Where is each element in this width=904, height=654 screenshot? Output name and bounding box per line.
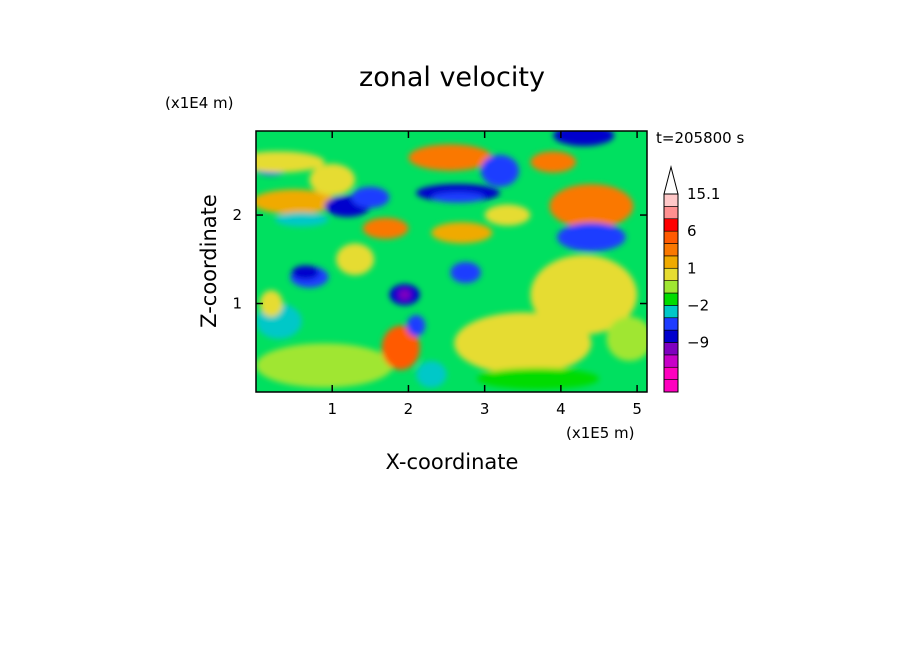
x-tick-label: 4 <box>556 400 566 418</box>
contour-feature-2 <box>256 189 337 215</box>
colorbar-level-7 <box>663 292 679 306</box>
y-axis-unit: (x1E4 m) <box>165 94 234 112</box>
x-tick-label: 2 <box>404 400 414 418</box>
colorbar: 15.1 6 1 −2 −9 <box>663 165 720 393</box>
colorbar-level-13 <box>663 218 679 232</box>
colorbar-level-1 <box>663 366 679 380</box>
colorbar-level-12 <box>663 230 679 244</box>
colorbar-extend-arrow <box>663 165 679 195</box>
x-tick-label: 3 <box>480 400 490 418</box>
colorbar-level-2 <box>663 354 679 368</box>
contour-feature-32 <box>477 368 599 390</box>
x-axis-unit: (x1E5 m) <box>566 424 635 442</box>
x-tick-label: 5 <box>632 400 642 418</box>
contour-feature-33 <box>336 243 375 276</box>
colorbar-level-10 <box>663 255 679 269</box>
colorbar-label: 15.1 <box>687 185 720 203</box>
contour-feature-19 <box>431 192 485 203</box>
contour-feature-7 <box>256 343 394 388</box>
colorbar-label: 1 <box>687 259 697 277</box>
colorbar-frame <box>663 193 679 393</box>
contour-feature-3 <box>275 212 329 227</box>
contour-feature-20 <box>431 222 493 244</box>
contour-feature-23 <box>484 204 531 226</box>
colorbar-label: −2 <box>687 296 709 314</box>
colorbar-level-8 <box>663 280 679 294</box>
colorbar-level-14 <box>663 206 679 220</box>
contour-fields <box>256 131 647 390</box>
contour-feature-17 <box>408 144 493 171</box>
contour-feature-29 <box>530 254 638 335</box>
colorbar-level-6 <box>663 305 679 319</box>
plot-area <box>256 131 647 392</box>
contour-feature-15 <box>406 315 426 337</box>
colorbar-level-11 <box>663 243 679 257</box>
chart-title: zonal velocity <box>359 62 545 93</box>
contour-feature-21 <box>450 261 481 284</box>
contour-feature-34 <box>259 290 283 317</box>
colorbar-level-3 <box>663 342 679 356</box>
x-axis-label: X-coordinate <box>386 450 519 474</box>
colorbar-level-4 <box>663 329 679 343</box>
colorbar-level-9 <box>663 267 679 281</box>
contour-feature-28 <box>530 151 577 173</box>
contour-feature-30 <box>454 312 592 375</box>
y-axis-ticks: 12 <box>232 206 647 313</box>
contour-feature-14 <box>381 325 420 370</box>
contour-feature-24 <box>549 184 634 229</box>
colorbar-label: −9 <box>687 334 709 352</box>
contour-feature-5 <box>291 265 320 280</box>
colorbar-level-15 <box>663 193 679 207</box>
contour-feature-16 <box>416 361 447 388</box>
contour-feature-31 <box>606 316 647 362</box>
time-label: t=205800 s <box>656 129 744 147</box>
contour-feature-11 <box>362 217 409 239</box>
colorbar-level-5 <box>663 317 679 331</box>
x-tick-label: 1 <box>327 400 337 418</box>
contour-feature-26 <box>557 223 626 252</box>
contour-feature-13 <box>398 289 411 300</box>
plot-frame <box>255 130 648 393</box>
contour-feature-10 <box>351 186 390 208</box>
y-tick-label: 1 <box>232 295 242 313</box>
contour-feature-22 <box>480 154 519 187</box>
colorbar-label: 6 <box>687 222 697 240</box>
contour-feature-27 <box>553 131 615 147</box>
y-axis-label: Z-coordinate <box>197 194 221 328</box>
x-axis-ticks: 1 2 3 4 5 <box>327 131 642 418</box>
contour-feature-8 <box>309 163 356 196</box>
contour-feature-1 <box>256 151 325 173</box>
y-tick-label: 2 <box>232 206 242 224</box>
colorbar-level-0 <box>663 379 679 393</box>
